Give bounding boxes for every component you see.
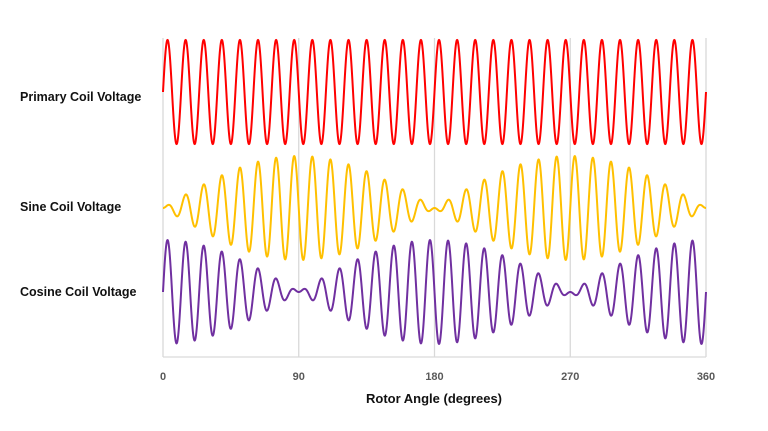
series-label-cosine: Cosine Coil Voltage [20, 285, 137, 299]
x-tick-label: 180 [425, 371, 443, 383]
x-tick-label: 270 [561, 371, 579, 383]
series-label-primary: Primary Coil Voltage [20, 90, 142, 104]
x-tick-label: 0 [160, 371, 166, 383]
series-label-sine: Sine Coil Voltage [20, 200, 122, 214]
series-line-1 [163, 154, 706, 262]
x-tick-label: 90 [293, 371, 305, 383]
series-line-0 [162, 38, 707, 146]
series-line-2 [162, 238, 707, 346]
x-axis-title: Rotor Angle (degrees) [365, 391, 503, 406]
x-tick-label: 360 [697, 371, 715, 383]
